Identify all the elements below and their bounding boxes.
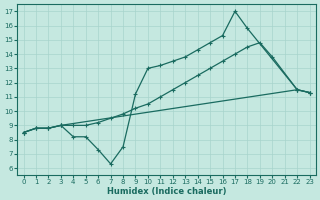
X-axis label: Humidex (Indice chaleur): Humidex (Indice chaleur)	[107, 187, 226, 196]
